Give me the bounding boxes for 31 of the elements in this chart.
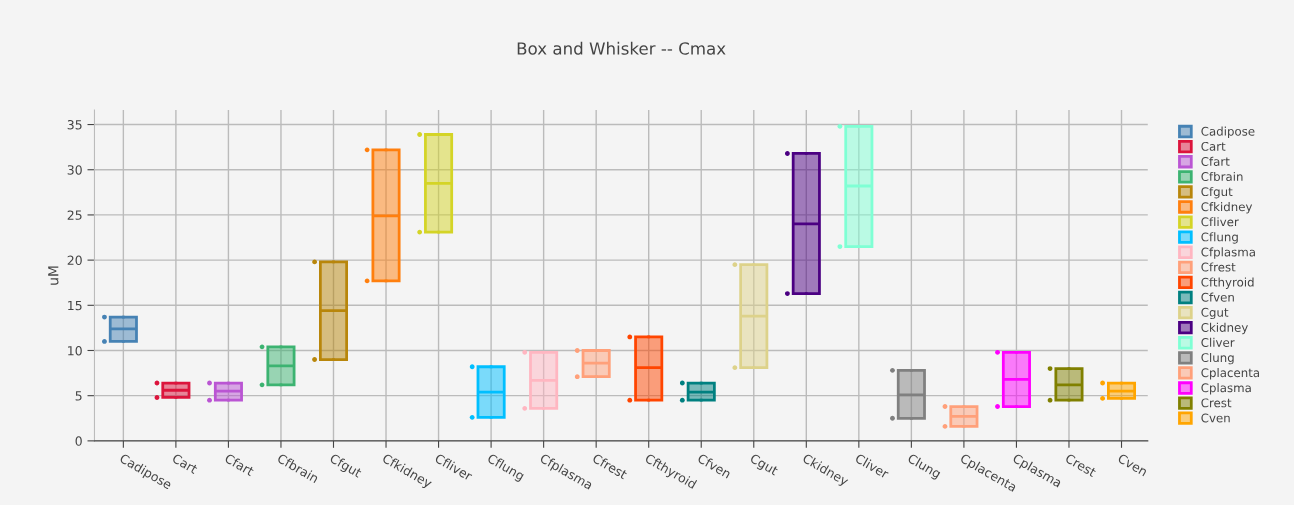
legend-label: Cadipose: [1201, 126, 1255, 139]
legend-label: Cfplasma: [1201, 247, 1255, 259]
legend-label: Cgut: [1201, 307, 1229, 320]
legend-label: Cfthyroid: [1201, 277, 1254, 289]
y-axis-title: uM: [48, 266, 59, 285]
y-tick-label: 30: [67, 165, 82, 175]
legend-label: Cfven: [1201, 292, 1234, 302]
y-tick-label: 15: [68, 300, 82, 311]
legend-label: Cart: [1201, 141, 1226, 151]
x-tick-label: Cart: [171, 453, 199, 475]
y-tick-label: 20: [67, 255, 82, 266]
legend-label: Cfgut: [1201, 186, 1233, 199]
legend-label: Cflung: [1201, 232, 1238, 244]
y-tick-label: 5: [75, 391, 82, 401]
legend-label: Cliver: [1201, 337, 1235, 347]
legend-label: Cfkidney: [1201, 202, 1253, 214]
y-tick-label: 0: [75, 436, 82, 446]
legend-label: Cfliver: [1201, 217, 1239, 227]
legend-label: Cfrest: [1201, 262, 1236, 272]
y-tick-label: 10: [68, 345, 82, 356]
legend-label: Clung: [1201, 352, 1234, 365]
legend-label: Cplacenta: [1201, 368, 1259, 380]
legend-label: Cplasma: [1201, 383, 1251, 395]
y-tick-label: 35: [67, 120, 82, 130]
legend-label: Cfbrain: [1201, 171, 1243, 182]
legend-label: Cven: [1201, 413, 1230, 423]
legend-label: Crest: [1201, 398, 1232, 408]
y-tick-label: 25: [67, 210, 82, 220]
chart-title: Box and Whisker -- Cmax: [517, 41, 726, 55]
legend-label: Cfart: [1201, 156, 1230, 166]
legend-label: Ckidney: [1201, 322, 1248, 335]
